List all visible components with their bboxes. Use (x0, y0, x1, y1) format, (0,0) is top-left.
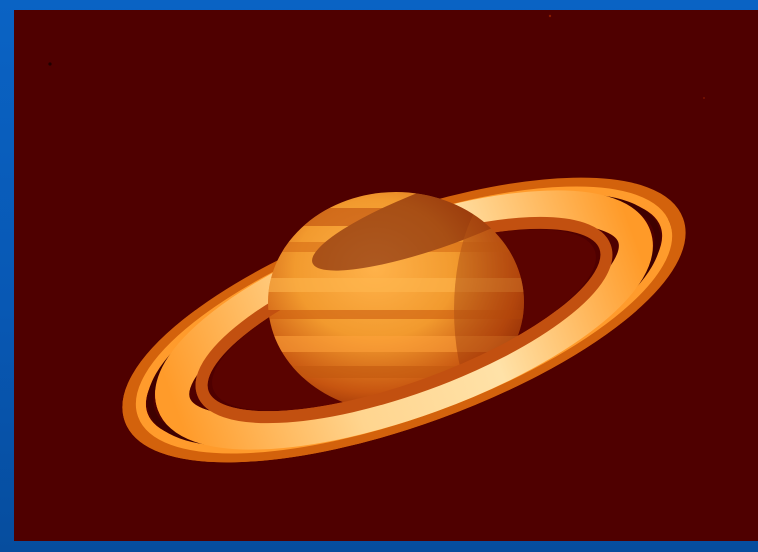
saturn-planet-icon (14, 10, 758, 541)
saturn-photo (14, 10, 758, 541)
